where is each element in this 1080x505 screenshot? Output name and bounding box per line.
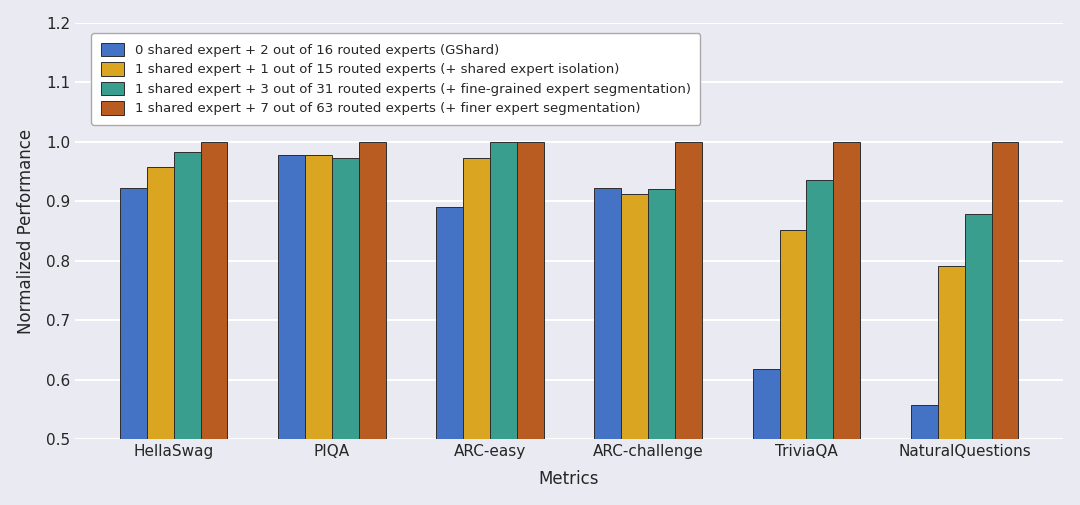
Bar bbox=[594, 187, 621, 505]
Bar bbox=[174, 152, 201, 505]
Bar bbox=[305, 155, 332, 505]
Bar bbox=[278, 155, 305, 505]
Bar bbox=[490, 142, 517, 505]
Bar bbox=[517, 142, 544, 505]
Legend: 0 shared expert + 2 out of 16 routed experts (GShard), 1 shared expert + 1 out o: 0 shared expert + 2 out of 16 routed exp… bbox=[92, 33, 700, 125]
Bar bbox=[201, 142, 228, 505]
Y-axis label: Normalized Performance: Normalized Performance bbox=[16, 128, 35, 334]
Bar bbox=[910, 405, 937, 505]
Bar bbox=[675, 142, 702, 505]
Bar bbox=[359, 142, 386, 505]
Bar bbox=[621, 193, 648, 505]
Bar bbox=[648, 189, 675, 505]
Bar bbox=[753, 369, 780, 505]
Bar bbox=[991, 142, 1018, 505]
X-axis label: Metrics: Metrics bbox=[539, 470, 599, 488]
Bar bbox=[436, 207, 463, 505]
Bar bbox=[807, 180, 834, 505]
Bar bbox=[937, 266, 964, 505]
Bar bbox=[463, 159, 490, 505]
Bar bbox=[147, 167, 174, 505]
Bar bbox=[964, 214, 991, 505]
Bar bbox=[834, 142, 860, 505]
Bar bbox=[332, 159, 359, 505]
Bar bbox=[120, 187, 147, 505]
Bar bbox=[780, 230, 807, 505]
